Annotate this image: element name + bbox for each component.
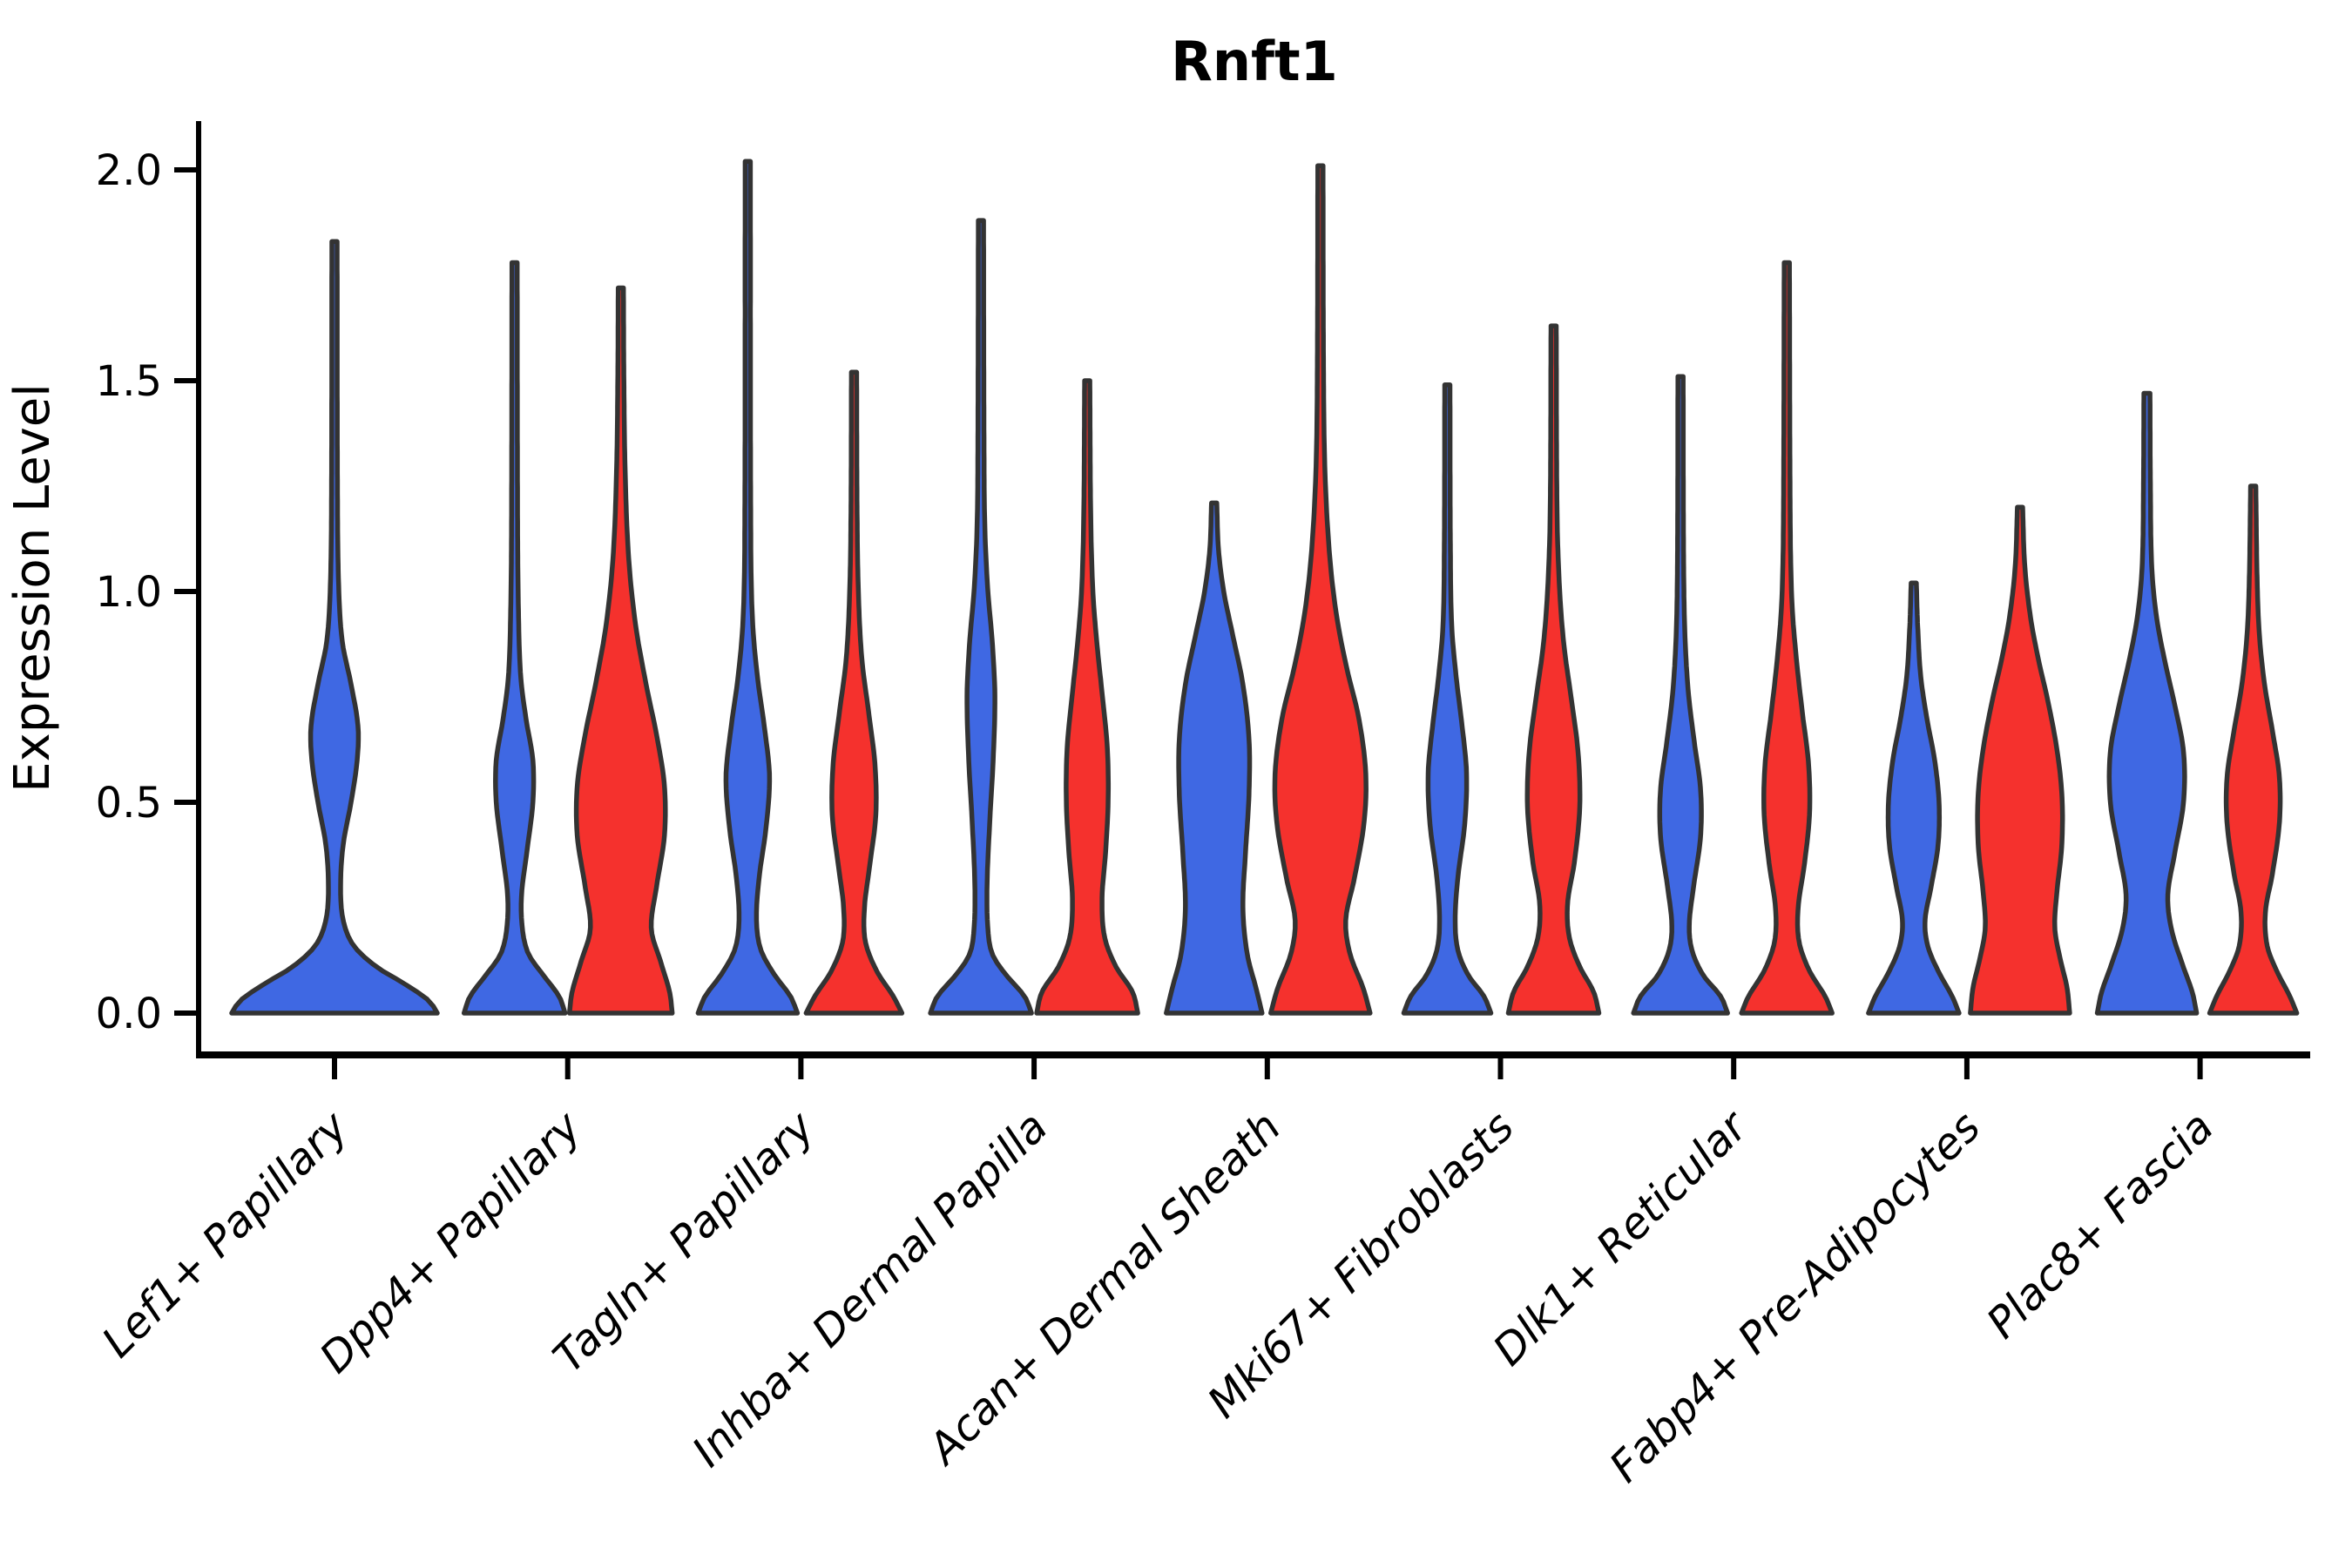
y-tick-label: 1.0 [96,568,162,617]
violin-mki67-fibroblasts-blue [1401,382,1494,1016]
violin-fabp4-pre-adipocytes-red [1968,504,2072,1016]
violin-dlk1-reticular-red [1739,260,1835,1016]
violin-plac8-fascia-red [2207,483,2300,1016]
x-tick-label-lef1-papillary: Lef1+ Papillary [92,1101,358,1367]
violin-tagln-papillary-blue [695,159,801,1016]
violin-fabp4-pre-adipocytes-blue [1866,580,1962,1016]
y-axis-label: Expression Level [4,383,61,793]
violin-mki67-fibroblasts-red [1505,323,1602,1016]
x-tick-label-dlk1-reticular: Dlk1+ Reticular [1484,1100,1758,1375]
violin-dlk1-reticular-blue [1631,374,1730,1016]
violin-acan-dermal-sheath-red [1268,163,1373,1016]
x-tick-label-dpp4-papillary: Dpp4+ Papillary [310,1101,591,1382]
x-tick-label-plac8-fascia: Plac8+ Fascia [1977,1102,2223,1348]
violin-lef1-papillary-blue [229,239,440,1016]
violins-layer [229,159,2300,1016]
violin-plac8-fascia-blue [2094,390,2200,1016]
y-tick-label: 1.5 [96,357,162,406]
violin-dpp4-papillary-blue [461,260,568,1016]
y-tick-label: 0.0 [96,990,162,1038]
violin-dpp4-papillary-red [566,285,675,1016]
chart-title: Rnft1 [1171,30,1338,93]
x-tick-label-tagln-papillary: Tagln+ Papillary [544,1101,824,1382]
violin-tagln-papillary-red [803,369,905,1016]
axes-layer [174,121,2310,1079]
y-tick-label: 0.5 [96,779,162,828]
y-tick-label: 2.0 [96,146,162,195]
x-tick-label-fabp4-pre-adipocytes: Fabp4+ Pre-Adipocytes [1600,1102,1990,1492]
violin-inhba-dermal-papilla-red [1034,378,1140,1016]
violin-inhba-dermal-papilla-blue [928,218,1034,1016]
violin-acan-dermal-sheath-blue [1164,500,1265,1016]
